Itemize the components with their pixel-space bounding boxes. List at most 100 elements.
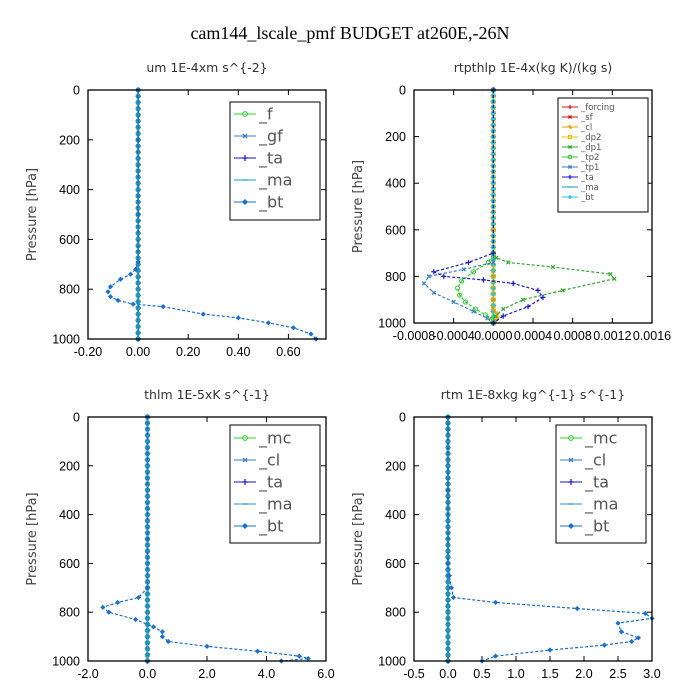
data-point [107, 294, 114, 300]
data-point [618, 629, 624, 635]
data-point [490, 151, 496, 157]
data-point [431, 269, 437, 275]
y-tick-label: 800 [59, 606, 80, 620]
data-point [308, 331, 314, 337]
data-point [491, 260, 496, 265]
legend-marker [568, 479, 574, 485]
data-point [290, 325, 297, 331]
legend-item: _ta [562, 173, 594, 183]
data-point [490, 180, 496, 186]
x-tick-label: -0.20 [74, 345, 103, 359]
legend-marker [242, 155, 248, 161]
data-point [490, 122, 496, 128]
legend-item: _bt [560, 517, 609, 537]
legend-label: _bt [258, 193, 283, 213]
x-tick-label: 0.0 [439, 667, 456, 681]
legend-marker [568, 435, 574, 441]
legend-label: _bt [580, 193, 595, 203]
data-point [459, 278, 465, 284]
data-point [426, 274, 432, 279]
panel-title: rtm 1E-8xkg kg^{-1} s^{-1} [441, 387, 625, 402]
data-point [100, 604, 106, 610]
legend: _mc_cl_ta_ma_bt [229, 424, 321, 544]
x-tick-label: 0.0012 [593, 329, 631, 343]
y-tick-label: 600 [59, 557, 80, 571]
data-point [472, 306, 479, 312]
x-tick-label: 0.5 [473, 667, 490, 681]
y-axis-label: Pressure [hPa] [351, 160, 366, 253]
legend-label: _ma [580, 183, 599, 193]
legend-marker [567, 124, 573, 130]
legend-label: _cl [580, 123, 592, 133]
legend-label: _sf [580, 113, 594, 123]
legend-item: _tp2 [562, 153, 599, 163]
y-tick-label: 200 [385, 130, 406, 144]
data-point [159, 634, 165, 640]
legend-item: _cl [562, 123, 592, 133]
x-tick-label: 1.0 [507, 667, 524, 681]
y-axis-label: Pressure [hPa] [351, 492, 366, 585]
x-tick-label: 2.0 [575, 667, 592, 681]
data-point [490, 306, 496, 312]
legend-marker [242, 479, 248, 485]
data-point [159, 629, 165, 635]
legend-marker [567, 134, 573, 140]
data-point [540, 294, 546, 300]
legend-item: _bt [234, 517, 283, 537]
legend-label: _ma [584, 495, 618, 515]
data-point [493, 653, 499, 659]
data-point [612, 276, 617, 281]
data-point [510, 280, 516, 286]
legend-label: _cl [584, 451, 606, 471]
legend-label: _ta [258, 149, 283, 169]
data-point [471, 309, 476, 314]
plot-frame [87, 416, 327, 662]
legend-label: _ta [258, 473, 283, 493]
legend-marker [567, 154, 573, 160]
legend-label: _ma [258, 171, 292, 191]
data-point [608, 271, 613, 277]
legend-label: _dp1 [580, 143, 601, 153]
legend-item: _bt [562, 193, 595, 203]
data-point [445, 560, 451, 566]
data-point [490, 297, 496, 303]
y-tick-label: 200 [385, 459, 406, 473]
data-point [446, 573, 452, 579]
x-tick-label: 0.0 [139, 667, 156, 681]
legend-item: _cl [234, 451, 280, 471]
data-point [144, 585, 151, 591]
legend-item: _ma [234, 171, 292, 191]
y-tick-label: 600 [385, 223, 406, 237]
legend-marker [568, 165, 572, 169]
data-point [547, 647, 553, 653]
series-bt [445, 414, 655, 664]
legend-item: _dp2 [562, 133, 601, 143]
data-point [445, 487, 451, 493]
data-point [117, 276, 124, 282]
legend-label: _f [258, 105, 273, 125]
data-point [450, 594, 457, 601]
legend-item: _mc [234, 429, 291, 449]
legend-marker [242, 523, 248, 529]
y-tick-label: 1000 [378, 655, 406, 669]
data-point [485, 316, 490, 321]
panel-title: um 1E-4xm s^{-2} [146, 60, 267, 75]
data-point [490, 250, 496, 256]
data-point [635, 635, 641, 641]
y-tick-label: 800 [385, 270, 406, 284]
panel-title: rtpthlp 1E-4x(kg K)/(kg s) [454, 60, 613, 75]
series-tp2 [455, 87, 496, 326]
legend-label: _dp2 [580, 133, 601, 143]
series-line [456, 90, 494, 324]
legend-item: _ma [234, 495, 292, 515]
legend-item: _ma [560, 495, 618, 515]
figure-title: cam144_lscale_pmf BUDGET at260E,-26N [190, 23, 509, 43]
data-point [431, 290, 437, 295]
data-point [490, 221, 496, 227]
data-point [135, 594, 142, 601]
data-point [457, 292, 463, 298]
y-tick-label: 0 [399, 411, 406, 425]
data-point [490, 145, 496, 151]
data-point [135, 137, 141, 143]
